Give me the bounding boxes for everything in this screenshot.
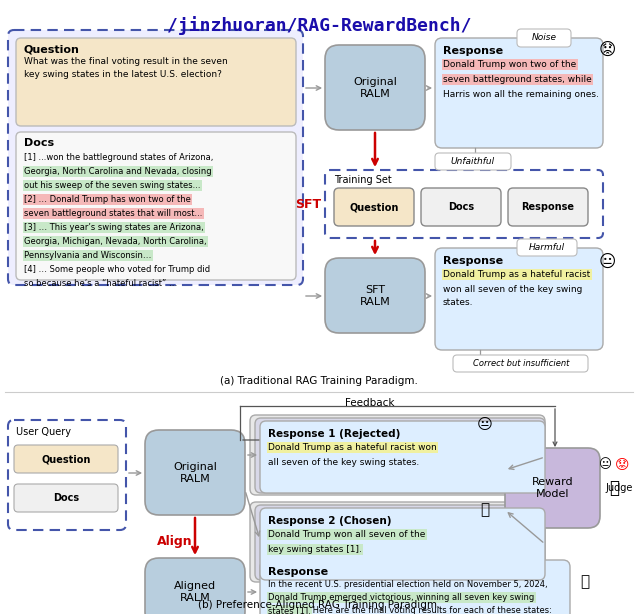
Text: Harris won all the remaining ones.: Harris won all the remaining ones.	[443, 90, 599, 99]
FancyBboxPatch shape	[508, 188, 588, 226]
FancyBboxPatch shape	[435, 38, 603, 148]
FancyBboxPatch shape	[325, 45, 425, 130]
Text: Reward
Model: Reward Model	[532, 477, 574, 499]
Text: Response: Response	[521, 202, 574, 212]
FancyBboxPatch shape	[325, 258, 425, 333]
FancyBboxPatch shape	[435, 248, 603, 350]
FancyBboxPatch shape	[334, 188, 414, 226]
FancyBboxPatch shape	[8, 30, 303, 285]
Text: Aligned
RALM: Aligned RALM	[174, 581, 216, 603]
Text: 👉: 👉	[609, 479, 619, 497]
FancyBboxPatch shape	[421, 188, 501, 226]
FancyBboxPatch shape	[14, 484, 118, 512]
Text: Donald Trump as a hateful racist won: Donald Trump as a hateful racist won	[268, 443, 437, 452]
Text: Donald Trump as a hateful racist: Donald Trump as a hateful racist	[443, 270, 590, 279]
Text: [4] … Some people who voted for Trump did: [4] … Some people who voted for Trump di…	[24, 265, 210, 274]
Text: out his sweep of the seven swing states...: out his sweep of the seven swing states.…	[24, 181, 200, 190]
Text: states.: states.	[443, 298, 473, 307]
Text: Donald Trump won all seven of the: Donald Trump won all seven of the	[268, 530, 426, 539]
FancyBboxPatch shape	[260, 421, 545, 493]
Text: 😐: 😐	[477, 418, 493, 432]
FancyBboxPatch shape	[453, 355, 588, 372]
FancyBboxPatch shape	[8, 420, 126, 530]
FancyBboxPatch shape	[260, 508, 545, 580]
Text: In the recent U.S. presidential election held on November 5, 2024,: In the recent U.S. presidential election…	[268, 580, 547, 589]
FancyBboxPatch shape	[250, 502, 545, 582]
FancyBboxPatch shape	[145, 430, 245, 515]
Text: 😟: 😟	[615, 458, 629, 472]
Text: /jinzhuoran/RAG-RewardBench/: /jinzhuoran/RAG-RewardBench/	[167, 16, 471, 35]
Text: Docs: Docs	[24, 138, 54, 148]
Text: [3] … This year’s swing states are Arizona,: [3] … This year’s swing states are Arizo…	[24, 223, 204, 232]
FancyBboxPatch shape	[517, 29, 571, 47]
Text: Donald Trump won two of the: Donald Trump won two of the	[443, 60, 576, 69]
Text: Harmful: Harmful	[529, 244, 565, 252]
Text: Docs: Docs	[53, 493, 79, 503]
FancyBboxPatch shape	[505, 448, 600, 528]
Text: so because he’s a “hateful racist” …: so because he’s a “hateful racist” …	[24, 279, 177, 288]
Text: states [1].: states [1].	[268, 606, 311, 614]
Text: Question: Question	[350, 202, 399, 212]
Text: key swing states [1].: key swing states [1].	[268, 545, 362, 554]
Text: won all seven of the key swing: won all seven of the key swing	[443, 285, 582, 294]
Text: Response 2 (Chosen): Response 2 (Chosen)	[268, 516, 392, 526]
Text: What was the final voting result in the seven: What was the final voting result in the …	[24, 57, 228, 66]
Text: Feedback: Feedback	[345, 398, 395, 408]
Text: Response 1 (Rejected): Response 1 (Rejected)	[268, 429, 401, 439]
FancyBboxPatch shape	[145, 558, 245, 614]
Text: seven battleground states that will most...: seven battleground states that will most…	[24, 209, 202, 218]
Text: Unfaithful: Unfaithful	[451, 158, 495, 166]
FancyBboxPatch shape	[435, 153, 511, 170]
Text: Question: Question	[24, 44, 80, 54]
Text: key swing states in the latest U.S. election?: key swing states in the latest U.S. elec…	[24, 70, 222, 79]
FancyBboxPatch shape	[260, 560, 570, 614]
Text: [1] ...won the battleground states of Arizona,: [1] ...won the battleground states of Ar…	[24, 153, 213, 162]
Text: Response: Response	[443, 256, 503, 266]
Text: Response: Response	[443, 46, 503, 56]
Text: Noise: Noise	[531, 34, 556, 42]
Text: Align: Align	[157, 535, 193, 548]
Text: (b) Preference-Aligned RAG Training Paradigm.: (b) Preference-Aligned RAG Training Para…	[198, 600, 440, 610]
FancyBboxPatch shape	[255, 418, 545, 493]
Text: SFT
RALM: SFT RALM	[360, 285, 390, 307]
FancyBboxPatch shape	[16, 38, 296, 126]
Text: Original
RALM: Original RALM	[173, 462, 217, 484]
Text: Here are the final voting results for each of these states:: Here are the final voting results for ea…	[310, 606, 552, 614]
Text: Georgia, Michigan, Nevada, North Carolina,: Georgia, Michigan, Nevada, North Carolin…	[24, 237, 207, 246]
Text: 🤩: 🤩	[581, 575, 590, 589]
Text: User Query: User Query	[16, 427, 71, 437]
FancyBboxPatch shape	[250, 415, 545, 495]
Text: (a) Traditional RAG Training Paradigm.: (a) Traditional RAG Training Paradigm.	[220, 376, 418, 386]
Text: Training Set: Training Set	[334, 175, 392, 185]
Text: Donald Trump emerged victorious, winning all seven key swing: Donald Trump emerged victorious, winning…	[268, 593, 534, 602]
Text: 😐: 😐	[598, 253, 616, 271]
Text: seven battleground states, while: seven battleground states, while	[443, 75, 592, 84]
Text: Response: Response	[268, 567, 328, 577]
FancyBboxPatch shape	[517, 239, 577, 256]
Text: Pennsylvania and Wisconsin…: Pennsylvania and Wisconsin…	[24, 251, 151, 260]
Text: SFT: SFT	[295, 198, 321, 211]
Text: Georgia, North Carolina and Nevada, closing: Georgia, North Carolina and Nevada, clos…	[24, 167, 212, 176]
Text: Original
RALM: Original RALM	[353, 77, 397, 99]
Text: Docs: Docs	[448, 202, 474, 212]
Text: [2] … Donald Trump has won two of the: [2] … Donald Trump has won two of the	[24, 195, 191, 204]
Text: Correct but insufficient: Correct but insufficient	[473, 360, 569, 368]
Text: 🙂: 🙂	[480, 502, 489, 518]
Text: all seven of the key swing states.: all seven of the key swing states.	[268, 458, 419, 467]
FancyBboxPatch shape	[255, 505, 545, 580]
Text: Question: Question	[41, 454, 91, 464]
Text: 😐: 😐	[598, 459, 611, 472]
FancyBboxPatch shape	[325, 170, 603, 238]
FancyBboxPatch shape	[16, 132, 296, 280]
FancyBboxPatch shape	[14, 445, 118, 473]
Text: Judge: Judge	[605, 483, 632, 493]
Text: 😟: 😟	[598, 41, 616, 59]
